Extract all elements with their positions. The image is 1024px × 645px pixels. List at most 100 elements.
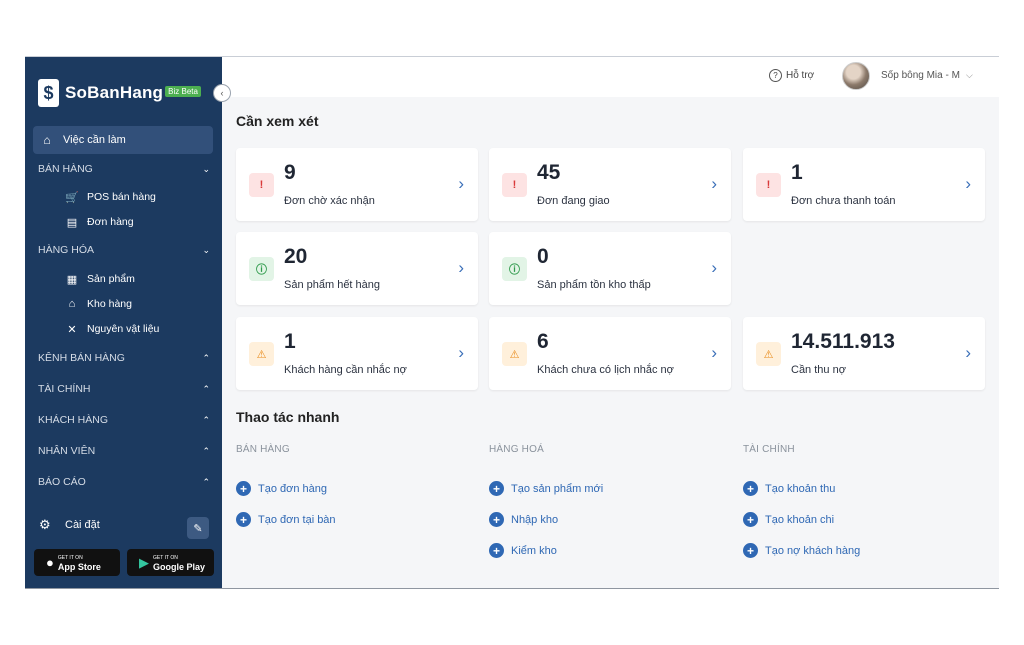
quick-link-label: Tạo đơn hàng bbox=[258, 482, 327, 495]
box-icon: ▦ bbox=[66, 273, 78, 286]
card-label: Sản phẩm tồn kho thấp bbox=[537, 279, 651, 291]
section-nhan-vien[interactable]: NHÂN VIÊN ⌃ bbox=[38, 441, 210, 461]
section-ban-hang[interactable]: BÁN HÀNG ⌄ bbox=[38, 159, 210, 179]
help-link[interactable]: ? Hỗ trợ bbox=[769, 69, 814, 82]
card-value: 14.511.913 bbox=[791, 330, 895, 353]
card-don-chua-thanh-toan[interactable]: ! 1 Đơn chưa thanh toán › bbox=[743, 148, 985, 221]
sidebar-collapse-button[interactable]: ‹ bbox=[213, 84, 231, 102]
home-icon: ⌂ bbox=[43, 133, 51, 147]
sidebar-item-viec-can-lam[interactable]: ⌂ Việc cần làm bbox=[33, 126, 213, 154]
quick-link-label: Tạo đơn tại bàn bbox=[258, 513, 336, 526]
section-label: HÀNG HÓA bbox=[38, 244, 95, 256]
pencil-icon: ✎ bbox=[193, 522, 203, 535]
quick-link-label: Tạo khoản thu bbox=[765, 482, 836, 495]
quick-link-label: Tạo khoản chi bbox=[765, 513, 835, 526]
quick-link-tao-khoan-chi[interactable]: + Tạo khoản chi bbox=[743, 512, 834, 527]
chevron-up-icon: ⌃ bbox=[202, 383, 210, 394]
sidebar-item-nguyen-vat-lieu[interactable]: ✕ Nguyên vật liệu bbox=[65, 319, 159, 339]
quick-link-nhap-kho[interactable]: + Nhập kho bbox=[489, 512, 558, 527]
section-khach-hang[interactable]: KHÁCH HÀNG ⌃ bbox=[38, 410, 210, 430]
warning-icon: ⚠ bbox=[249, 342, 274, 366]
chevron-down-icon: ⌄ bbox=[202, 163, 210, 174]
chevron-right-icon: › bbox=[711, 174, 717, 193]
chevron-up-icon: ⌃ bbox=[202, 352, 210, 363]
sidebar-item-label: Việc cần làm bbox=[63, 134, 126, 146]
top-header: ? Hỗ trợ Sốp bông Mia - M ⌵ bbox=[222, 57, 999, 97]
app-window: $ SoBanHang Biz Beta ⌂ Việc cần làm BÁN … bbox=[25, 56, 999, 589]
logo-icon: $ bbox=[38, 79, 59, 107]
quick-link-tao-khoan-thu[interactable]: + Tạo khoản thu bbox=[743, 481, 835, 496]
section-kenh-ban-hang[interactable]: KÊNH BÁN HÀNG ⌃ bbox=[38, 348, 210, 368]
card-label: Khách hàng cần nhắc nợ bbox=[284, 364, 407, 376]
card-san-pham-het-hang[interactable]: ⓘ 20 Sản phẩm hết hàng › bbox=[236, 232, 478, 305]
sidebar-item-san-pham[interactable]: ▦ Sản phẩm bbox=[65, 269, 135, 289]
sidebar-item-kho-hang[interactable]: ⌂ Kho hàng bbox=[65, 294, 132, 314]
document-icon: ▤ bbox=[66, 216, 78, 229]
chevron-down-icon: ⌄ bbox=[202, 244, 210, 255]
logo[interactable]: $ SoBanHang Biz Beta bbox=[38, 79, 201, 107]
shield-alert-icon: ! bbox=[756, 173, 781, 197]
card-value: 1 bbox=[791, 161, 803, 184]
warning-icon: ⚠ bbox=[756, 342, 781, 366]
card-don-cho-xac-nhan[interactable]: ! 9 Đơn chờ xác nhận › bbox=[236, 148, 478, 221]
edit-button[interactable]: ✎ bbox=[187, 517, 209, 539]
card-don-dang-giao[interactable]: ! 45 Đơn đang giao › bbox=[489, 148, 731, 221]
chevron-right-icon: › bbox=[711, 258, 717, 277]
store-small-text: GET IT ON bbox=[153, 554, 178, 561]
quick-link-tao-don-tai-ban[interactable]: + Tạo đơn tại bàn bbox=[236, 512, 336, 527]
chevron-up-icon: ⌃ bbox=[202, 445, 210, 456]
gear-icon: ⚙ bbox=[39, 517, 51, 532]
plus-circle-icon: + bbox=[236, 481, 251, 496]
avatar[interactable] bbox=[842, 62, 870, 90]
quick-col-ban-hang: BÁN HÀNG bbox=[236, 444, 290, 455]
quick-actions-title: Thao tác nhanh bbox=[236, 409, 340, 425]
chevron-up-icon: ⌃ bbox=[202, 476, 210, 487]
quick-link-tao-no-khach-hang[interactable]: + Tạo nợ khách hàng bbox=[743, 543, 860, 558]
quick-link-kiem-kho[interactable]: + Kiểm kho bbox=[489, 543, 557, 558]
help-label: Hỗ trợ bbox=[786, 70, 815, 81]
sidebar-item-label: Kho hàng bbox=[87, 298, 132, 310]
chevron-left-icon: ‹ bbox=[220, 88, 224, 98]
user-menu[interactable]: Sốp bông Mia - M ⌵ bbox=[881, 70, 973, 81]
quick-link-tao-san-pham-moi[interactable]: + Tạo sản phẩm mới bbox=[489, 481, 603, 496]
chevron-right-icon: › bbox=[458, 343, 464, 362]
apple-icon: ● bbox=[46, 555, 54, 570]
card-label: Sản phẩm hết hàng bbox=[284, 279, 381, 291]
question-icon: ? bbox=[769, 69, 782, 82]
store-big-text: App Store bbox=[57, 561, 101, 572]
chevron-right-icon: › bbox=[458, 258, 464, 277]
google-play-icon: ▶ bbox=[139, 554, 149, 570]
chevron-right-icon: › bbox=[965, 174, 971, 193]
quick-col-tai-chinh: TÀI CHÍNH bbox=[743, 444, 795, 455]
section-label: TÀI CHÍNH bbox=[38, 383, 91, 395]
section-tai-chinh[interactable]: TÀI CHÍNH ⌃ bbox=[38, 379, 210, 399]
card-label: Đơn đang giao bbox=[537, 195, 610, 207]
quick-link-tao-don-hang[interactable]: + Tạo đơn hàng bbox=[236, 481, 327, 496]
plus-circle-icon: + bbox=[489, 512, 504, 527]
card-san-pham-ton-kho-thap[interactable]: ⓘ 0 Sản phẩm tồn kho thấp › bbox=[489, 232, 731, 305]
plus-circle-icon: + bbox=[743, 512, 758, 527]
sidebar-item-cai-dat[interactable]: ⚙ Cài đặt bbox=[39, 517, 209, 533]
card-khach-chua-co-lich[interactable]: ⚠ 6 Khách chưa có lịch nhắc nợ › bbox=[489, 317, 731, 390]
store-small-text: GET IT ON bbox=[57, 554, 83, 561]
card-value: 45 bbox=[537, 161, 561, 184]
warehouse-icon: ⌂ bbox=[68, 298, 76, 310]
chevron-right-icon: › bbox=[965, 343, 971, 362]
card-can-thu-no[interactable]: ⚠ 14.511.913 Cần thu nợ › bbox=[743, 317, 985, 390]
card-label: Đơn chưa thanh toán bbox=[791, 195, 896, 207]
sidebar-item-pos[interactable]: 🛒 POS bán hàng bbox=[65, 187, 156, 207]
card-value: 6 bbox=[537, 330, 549, 353]
card-khach-hang-can-nhac-no[interactable]: ⚠ 1 Khách hàng cần nhắc nợ › bbox=[236, 317, 478, 390]
cart-icon: 🛒 bbox=[65, 191, 79, 204]
sidebar-item-label: Sản phẩm bbox=[87, 273, 135, 285]
user-name: Sốp bông Mia - M bbox=[881, 70, 960, 81]
section-label: BÁO CÁO bbox=[38, 476, 86, 488]
app-store-button[interactable]: ● GET IT ON App Store bbox=[34, 549, 120, 576]
section-hang-hoa[interactable]: HÀNG HÓA ⌄ bbox=[38, 240, 210, 260]
google-play-button[interactable]: ▶ GET IT ON Google Play bbox=[127, 549, 214, 576]
section-bao-cao[interactable]: BÁO CÁO ⌃ bbox=[38, 472, 210, 492]
sidebar-item-don-hang[interactable]: ▤ Đơn hàng bbox=[65, 212, 134, 232]
section-label: NHÂN VIÊN bbox=[38, 445, 96, 457]
warning-icon: ⚠ bbox=[502, 342, 527, 366]
quick-link-label: Tạo sản phẩm mới bbox=[511, 482, 604, 495]
